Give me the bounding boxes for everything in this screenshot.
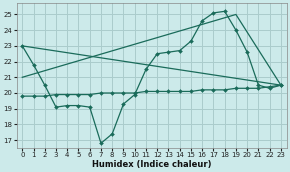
X-axis label: Humidex (Indice chaleur): Humidex (Indice chaleur) <box>92 159 211 169</box>
